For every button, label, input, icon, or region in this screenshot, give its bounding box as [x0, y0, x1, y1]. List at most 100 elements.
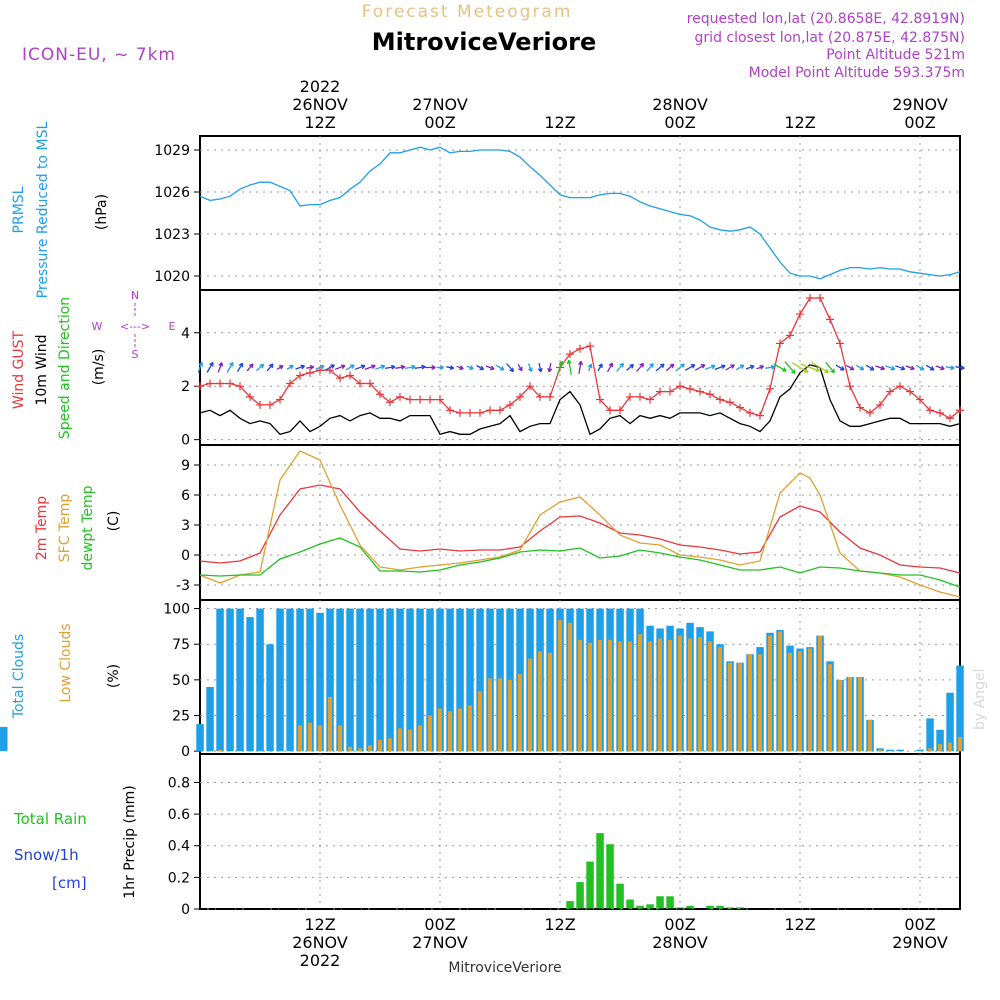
ytick-label: 0 [181, 548, 190, 564]
bar [398, 728, 402, 752]
ytick-label: 0.4 [168, 839, 190, 855]
panel-frame [199, 135, 961, 291]
wind-arrowhead [411, 364, 416, 370]
series-point [616, 406, 624, 415]
bar [858, 677, 862, 752]
bar [598, 639, 602, 752]
ytick-label: 6 [181, 488, 190, 504]
wind-arrowhead [849, 365, 855, 371]
bar [216, 608, 224, 752]
wind-arrowhead [289, 364, 294, 370]
wind-arrow [675, 363, 685, 372]
bar [406, 608, 414, 752]
series-point [376, 390, 384, 399]
wind-arrow [646, 363, 654, 372]
bar [798, 651, 802, 752]
bar [768, 635, 772, 752]
wind-arrowhead [459, 365, 464, 370]
time-label: 00Z [664, 915, 695, 934]
wind-arrow [334, 365, 346, 370]
wind-arrowhead [690, 364, 696, 369]
series-point [816, 294, 824, 303]
series-point [516, 392, 524, 401]
ytick-label: 75 [172, 637, 190, 653]
wind-axis-labels: Wind GUST 10m Wind Speed and Direction (… [11, 289, 176, 439]
bar [206, 687, 214, 752]
wind-arrowhead [929, 365, 935, 371]
series-point [936, 408, 944, 417]
series-point [866, 408, 874, 417]
series-point [916, 395, 924, 404]
bar [338, 725, 342, 752]
series-point [266, 400, 274, 409]
time-label: 2022 [300, 951, 341, 970]
svg-text:Total Rain: Total Rain [13, 810, 87, 828]
wind-arrow [295, 365, 305, 370]
wind-arrowhead [330, 364, 335, 369]
wind-arrow [527, 363, 533, 372]
wind-arrow [345, 364, 355, 371]
wind-arrowhead [815, 367, 820, 373]
wind-arrowhead [350, 364, 355, 369]
bar [658, 638, 662, 752]
wind-arrowhead [309, 364, 315, 370]
wind-arrowhead [400, 364, 406, 370]
clouds-axis-labels: Total Clouds Low Clouds (%) [11, 623, 122, 719]
wind-arrowhead [608, 362, 614, 368]
series-point [536, 392, 544, 401]
bar [618, 641, 622, 752]
series-point [806, 294, 814, 303]
wind-arrowhead [431, 365, 436, 370]
bar [318, 725, 322, 752]
series-point [876, 400, 884, 409]
page-title: MitroviceVeriore [372, 28, 596, 56]
ytick-label: 0.2 [168, 870, 190, 886]
series-point [496, 406, 504, 415]
wind-arrow [636, 363, 644, 372]
series-point [796, 310, 804, 319]
ytick-label: 9 [181, 458, 190, 474]
wind-arrowhead [840, 366, 845, 371]
bar [358, 748, 362, 752]
bar [596, 833, 604, 909]
series-point [216, 379, 224, 388]
bar [448, 711, 452, 752]
series-point [626, 392, 634, 401]
bar [716, 905, 724, 909]
wind-arrow [665, 363, 675, 372]
series-point [746, 408, 754, 417]
ytick-label: 1023 [154, 227, 190, 243]
bar [386, 608, 394, 752]
bar [366, 608, 374, 752]
bar [316, 612, 324, 752]
series-point [706, 390, 714, 399]
bar [626, 899, 634, 909]
series-point [886, 387, 894, 396]
wind-arrowhead [558, 360, 564, 366]
panel-1: 0 2 4 [181, 289, 965, 449]
series-point [346, 371, 354, 380]
series-point [946, 414, 954, 423]
bar [606, 844, 614, 909]
wind-arrowhead [803, 368, 809, 373]
time-label: 27NOV [412, 933, 468, 952]
series-point [846, 382, 854, 391]
wind-arrow [606, 362, 614, 373]
wind-arrowhead [421, 364, 426, 370]
bar [326, 608, 334, 752]
wind-arrow [773, 363, 787, 372]
bar [478, 691, 482, 752]
wind-arrowhead [566, 359, 572, 365]
time-label: 00Z [424, 113, 455, 132]
bar [256, 608, 264, 752]
wind-arrow [626, 364, 634, 371]
svg-text:SFC Temp: SFC Temp [57, 494, 73, 563]
bar [676, 907, 684, 909]
wind-arrowhead [198, 361, 204, 367]
wind-arrowhead [890, 365, 896, 371]
ytick-label: -3 [176, 578, 190, 594]
series-point [596, 395, 604, 404]
